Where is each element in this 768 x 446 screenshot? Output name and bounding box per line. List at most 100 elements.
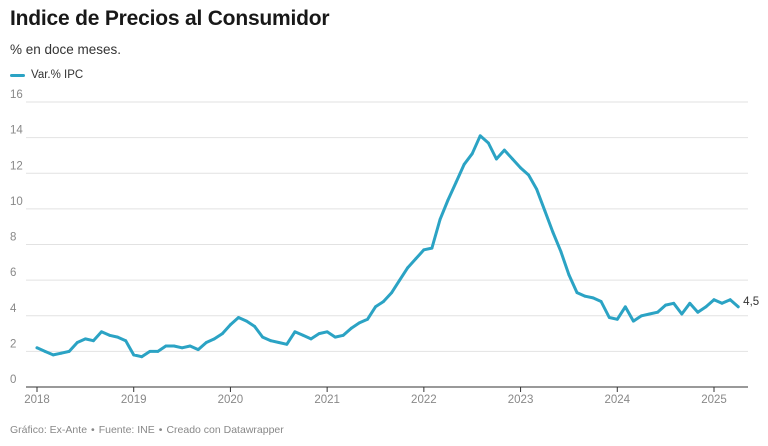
- data-point: [261, 335, 264, 339]
- footer-graphic: Gráfico: Ex-Ante: [10, 424, 88, 436]
- data-point: [511, 157, 514, 161]
- data-point: [172, 344, 176, 348]
- x-tick-label: 2025: [701, 394, 727, 406]
- data-point: [164, 344, 168, 348]
- x-axis: 2018 2019 2020 2021 2022 2023 2024 2025: [24, 387, 727, 406]
- data-point: [599, 300, 603, 303]
- data-point: [221, 332, 224, 335]
- data-point: [301, 333, 305, 337]
- data-point: [100, 330, 103, 334]
- footer-source: Fuente: INE: [98, 424, 155, 436]
- data-point: [35, 346, 39, 350]
- data-point: [591, 296, 595, 300]
- data-point: [59, 351, 63, 355]
- data-point: [132, 353, 136, 357]
- x-tick-label: 2024: [604, 394, 630, 406]
- series-layer: [35, 134, 740, 359]
- data-point: [454, 180, 458, 184]
- legend-label: Var.% IPC: [31, 69, 84, 81]
- legend: Var.% IPC: [10, 69, 83, 81]
- y-tick-label: 8: [10, 232, 16, 244]
- x-tick-label: 2023: [508, 394, 534, 406]
- data-point: [382, 300, 385, 303]
- data-point: [92, 339, 95, 343]
- data-point: [478, 134, 482, 138]
- data-point: [567, 273, 571, 277]
- data-point: [712, 298, 716, 302]
- data-point: [366, 317, 369, 321]
- data-point: [341, 333, 345, 337]
- data-point: [285, 342, 289, 346]
- data-point: [430, 246, 434, 250]
- data-point: [704, 305, 708, 309]
- data-point: [640, 314, 643, 318]
- data-point: [438, 218, 442, 222]
- data-point: [656, 310, 659, 314]
- data-point: [720, 301, 724, 305]
- data-point: [212, 337, 216, 341]
- data-point: [398, 278, 402, 282]
- end-value-label: 4,5: [743, 296, 759, 308]
- data-point: [84, 337, 87, 341]
- y-tick-label: 16: [10, 89, 23, 101]
- data-point: [196, 348, 200, 351]
- data-point: [487, 141, 490, 145]
- data-point: [229, 323, 232, 327]
- data-point: [406, 266, 410, 270]
- data-point: [623, 305, 627, 309]
- data-point: [583, 294, 587, 298]
- data-point: [519, 166, 522, 170]
- chart-title: Indice de Precios al Consumidor: [10, 7, 330, 30]
- data-point: [527, 173, 530, 177]
- data-point: [245, 319, 249, 323]
- legend-swatch: [10, 73, 25, 77]
- data-point: [349, 326, 353, 330]
- data-point: [390, 291, 394, 294]
- data-point: [357, 321, 361, 325]
- data-point: [414, 257, 418, 261]
- data-point: [374, 305, 377, 309]
- data-point: [124, 339, 128, 343]
- y-tick-label: 10: [10, 196, 23, 208]
- x-tick-label: 2021: [314, 394, 340, 406]
- data-point: [108, 333, 111, 337]
- data-point: [325, 330, 329, 334]
- x-tick-label: 2019: [121, 394, 147, 406]
- data-point: [535, 187, 539, 191]
- data-point: [51, 353, 55, 357]
- data-point: [462, 162, 466, 166]
- y-tick-label: 12: [10, 160, 23, 172]
- data-point: [446, 198, 450, 202]
- data-point: [188, 344, 192, 348]
- data-point: [180, 346, 184, 350]
- y-tick-label: 14: [10, 125, 23, 137]
- data-point: [148, 350, 152, 353]
- data-point: [615, 317, 619, 321]
- data-point: [688, 301, 692, 305]
- data-point: [648, 312, 651, 316]
- data-point: [559, 250, 563, 254]
- footer-credit: Creado con Datawrapper: [166, 424, 284, 436]
- y-tick-label: 4: [10, 303, 17, 315]
- data-point: [543, 209, 547, 213]
- gridlines: 0 2 4 6 8 10 12 14 16: [10, 89, 748, 388]
- data-point: [495, 157, 498, 161]
- data-point: [551, 230, 555, 234]
- data-point: [736, 305, 740, 309]
- data-point: [156, 350, 160, 353]
- data-point: [575, 291, 579, 294]
- data-point: [75, 341, 79, 344]
- data-point: [680, 312, 684, 316]
- data-point: [632, 319, 635, 323]
- data-point: [237, 316, 240, 319]
- footer-separator: •: [158, 424, 163, 436]
- y-tick-label: 2: [10, 338, 16, 350]
- data-point: [293, 330, 297, 334]
- x-tick-label: 2020: [218, 394, 244, 406]
- data-point: [43, 350, 47, 353]
- x-tick-label: 2022: [411, 394, 437, 406]
- data-point: [277, 341, 281, 344]
- data-point: [253, 325, 256, 328]
- chart-subtitle: % en doce meses.: [10, 42, 122, 57]
